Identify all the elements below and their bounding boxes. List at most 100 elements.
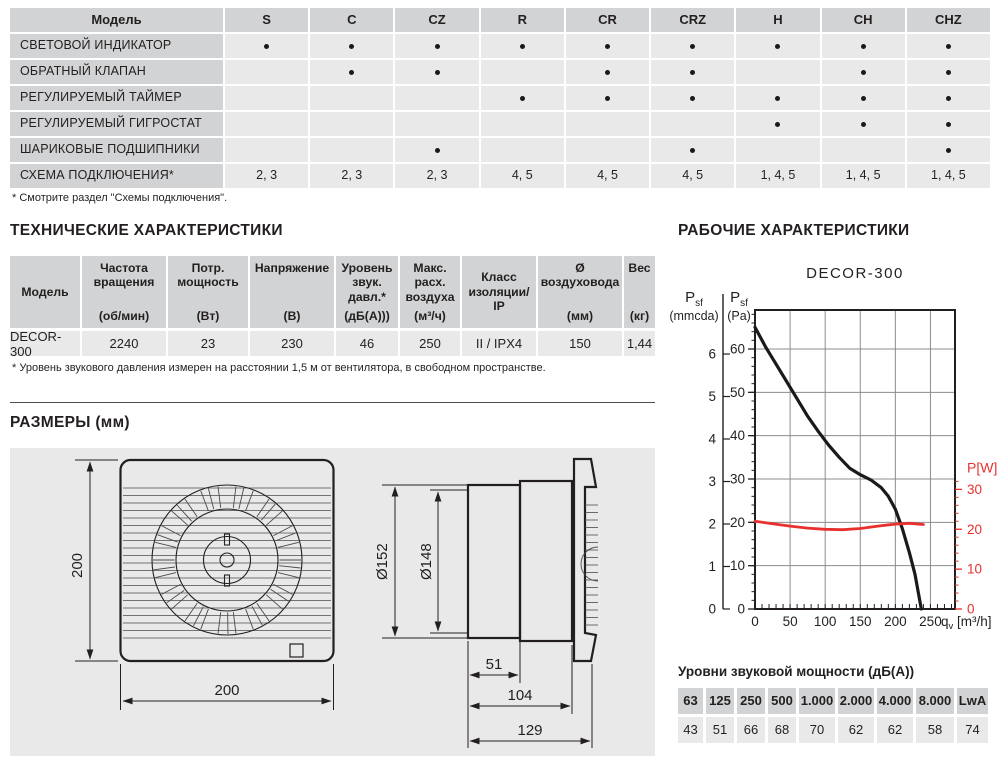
feature-dot <box>775 121 781 127</box>
feature-dot <box>604 95 610 101</box>
feature-dot <box>349 69 355 75</box>
feature-cell: 4, 5 <box>651 164 735 188</box>
chart-tick-label: 30 <box>730 472 745 487</box>
feature-cell: 4, 5 <box>565 164 650 188</box>
tech-header-unit: (кг) <box>629 308 650 323</box>
tech-header-unit: (Вт) <box>196 308 220 323</box>
chart-tick-label: 0 <box>708 602 716 617</box>
tech-header-cell: Вес (кг) <box>624 256 655 328</box>
feature-cell <box>310 34 394 58</box>
chart-tick-label: 100 <box>814 614 837 629</box>
feature-cell <box>395 86 479 110</box>
tech-value-cell: 2240 <box>82 331 166 356</box>
tech-header-cell: Модель <box>10 256 80 328</box>
sound-level-value: 51 <box>706 717 734 743</box>
feature-dot <box>945 95 951 101</box>
tech-characteristics-table: Модель Частота вращения (об/мин) Потр. мощн… <box>10 256 655 359</box>
tech-header-cell: Макс. расх. воздуха (м³/ч) <box>400 256 460 328</box>
feature-cell <box>736 138 820 162</box>
features-col-header: S <box>225 8 309 32</box>
sound-level-value: 66 <box>737 717 765 743</box>
feature-dot <box>264 43 270 49</box>
tech-value-cell: 250 <box>400 331 460 356</box>
tech-section-title: ТЕХНИЧЕСКИЕ ХАРАКТЕРИСТИКИ <box>10 222 283 239</box>
feature-dot <box>945 69 951 75</box>
chart-title: DECOR-300 <box>806 265 904 282</box>
feature-cell <box>821 112 905 136</box>
feature-cell <box>225 60 309 84</box>
feature-dot <box>860 43 866 49</box>
tech-header-name: Уровень звук. давл.* <box>341 261 393 304</box>
side-dimension-lines <box>382 484 468 639</box>
section-divider <box>10 402 655 403</box>
feature-cell <box>565 112 650 136</box>
dim-depth3-label: 129 <box>517 722 542 739</box>
feature-cell <box>906 60 990 84</box>
feature-row-label: СХЕМА ПОДКЛЮЧЕНИЯ* <box>10 164 223 188</box>
features-col-header: CR <box>565 8 650 32</box>
chart-tick-label: 20 <box>967 522 982 537</box>
tech-header-name: Частота вращения <box>93 261 155 290</box>
chart-border <box>754 309 956 610</box>
pressure-axis-unit: (mmcda) <box>669 309 718 323</box>
feature-cell <box>821 60 905 84</box>
tech-header-unit: (м³/ч) <box>414 308 446 323</box>
pressure-axis-label: Psf <box>730 289 748 309</box>
feature-cell <box>395 112 479 136</box>
tech-header-name: Макс. расх. воздуха <box>405 261 455 304</box>
feature-cell <box>906 112 990 136</box>
chart-tick-label: 6 <box>708 347 716 362</box>
tech-header-cell: Напряжение (В) <box>250 256 334 328</box>
sound-freq-header: 1.000 <box>799 688 835 714</box>
features-col-header: CRZ <box>651 8 735 32</box>
feature-cell <box>310 138 394 162</box>
sound-freq-header: 250 <box>737 688 765 714</box>
tech-header-name: Потр. мощность <box>177 261 239 290</box>
feature-cell <box>480 112 564 136</box>
chart-tick-label: 40 <box>730 428 745 443</box>
feature-cell <box>651 138 735 162</box>
feature-cell <box>821 138 905 162</box>
front-plate-profile <box>572 457 598 663</box>
feature-cell <box>310 112 394 136</box>
features-col-header: C <box>310 8 394 32</box>
chart-tick-label: 250 <box>919 614 942 629</box>
tech-value-cell: 46 <box>336 331 398 356</box>
tech-header-unit: (мм) <box>566 308 594 323</box>
features-col-header: H <box>736 8 820 32</box>
feature-dot <box>775 95 781 101</box>
feature-cell <box>821 34 905 58</box>
feature-cell <box>736 34 820 58</box>
feature-dot <box>349 43 355 49</box>
tech-header-name: Модель <box>21 284 69 299</box>
sound-freq-header: LwA <box>957 688 988 714</box>
feature-dot <box>945 147 951 153</box>
chart-tick-label: 5 <box>708 389 716 404</box>
duct-tube <box>466 483 522 640</box>
fan-front-outline <box>119 458 335 663</box>
feature-cell: 2, 3 <box>310 164 394 188</box>
fan-circles <box>151 484 303 636</box>
feature-cell <box>480 86 564 110</box>
dimensions-section-title: РАЗМЕРЫ (мм) <box>10 414 130 431</box>
feature-cell: 1, 4, 5 <box>906 164 990 188</box>
feature-dot <box>690 69 696 75</box>
tech-value-cell: 1,44 <box>624 331 655 356</box>
chart-tick-label: 1 <box>708 559 716 574</box>
power-axis-label: P[W] <box>967 459 997 475</box>
chart-tick-label: 150 <box>849 614 872 629</box>
tech-header-unit: (дБ(А))) <box>344 308 390 323</box>
tech-footnote: * Уровень звукового давления измерен на … <box>12 362 546 374</box>
sound-freq-header: 2.000 <box>838 688 874 714</box>
model-features-table: Модель S C CZ R CR CRZ H CH CHZ СВЕТОВОЙ ИНДИКАТОР… <box>10 8 990 188</box>
tech-value-cell: DECOR-300 <box>10 329 80 359</box>
front-grille-lines <box>123 487 331 639</box>
sound-freq-header: 63 <box>678 688 703 714</box>
feature-cell <box>906 138 990 162</box>
feature-cell <box>225 138 309 162</box>
feature-dot <box>519 43 525 49</box>
feature-dot <box>604 43 610 49</box>
feature-dot <box>945 43 951 49</box>
chart-tick-label: 0 <box>737 602 745 617</box>
front-dimension-lines <box>75 459 334 710</box>
